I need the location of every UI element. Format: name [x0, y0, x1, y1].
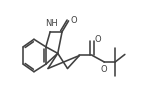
Text: O: O [71, 16, 77, 25]
Text: O: O [94, 35, 101, 44]
Text: O: O [101, 65, 108, 74]
Text: NH: NH [45, 19, 58, 28]
